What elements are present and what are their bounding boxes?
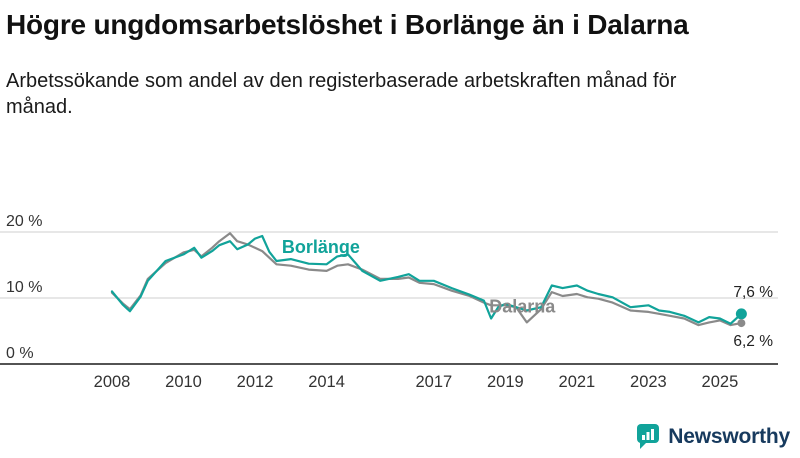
x-tick-label-2012: 2012 [237,373,274,391]
x-tick-label-2008: 2008 [94,373,131,391]
chart-subtitle: Arbetssökande som andel av den registerb… [6,69,677,118]
end-dot-borlange [735,308,747,320]
end-value-label-dalarna: 6,2 % [733,333,773,350]
end-dot-dalarna [737,319,746,328]
series-label-borlange: Borlänge [282,237,360,257]
x-tick-label-2014: 2014 [308,373,345,391]
x-tick-label-2021: 2021 [559,373,596,391]
y-tick-label-0: 0 % [6,345,34,362]
chart-card: Högre ungdomsarbetslöshet i Borlänge än … [0,8,800,458]
x-tick-label-2010: 2010 [165,373,202,391]
brand-name: Newsworthy [668,424,790,448]
x-tick-label-2025: 2025 [702,373,739,391]
footer: Newsworthy [635,423,790,450]
end-value-label-borlange: 7,6 % [733,284,773,301]
chart-title: Högre ungdomsarbetslöshet i Borlänge än … [6,9,689,40]
y-tick-label-20: 20 % [6,213,42,230]
line-chart: 20 % 10 % 0 % 2008 2010 2012 2014 2017 2019 2021 2… [0,213,778,391]
series-label-dalarna: Dalarna [489,297,556,317]
newsworthy-chart-bubble-icon [637,424,660,449]
x-tick-label-2019: 2019 [487,373,524,391]
newsworthy-logo-link[interactable]: Newsworthy [635,423,790,450]
x-tick-label-2023: 2023 [630,373,667,391]
series-line-dalarna [110,232,743,327]
series-line-borlange [110,234,743,325]
x-tick-label-2017: 2017 [415,373,452,391]
y-tick-label-10: 10 % [6,279,42,296]
